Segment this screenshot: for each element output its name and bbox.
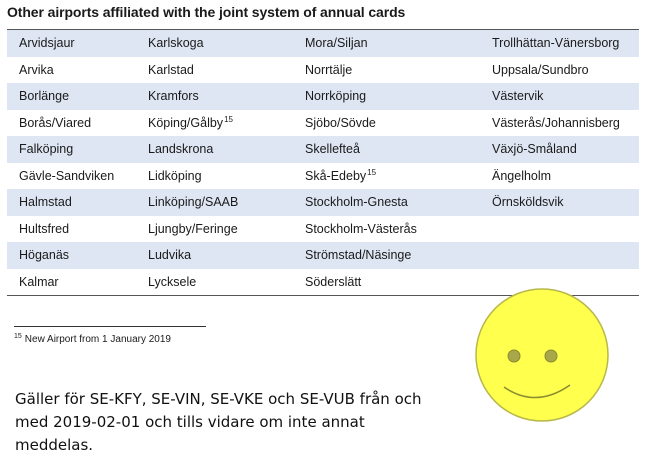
airport-name: Strömstad/Näsinge (305, 248, 411, 262)
table-row: Falköping Landskrona Skellefteå Växjö-Småla… (7, 136, 639, 163)
airport-name: Norrtälje (305, 63, 352, 77)
table-cell: Linköping/SAAB (148, 189, 238, 216)
airport-name: Höganäs (19, 248, 69, 262)
table-cell: Mora/Siljan (305, 30, 368, 57)
table-cell: Örnsköldsvik (492, 189, 564, 216)
table-cell: Hultsfred (19, 216, 69, 243)
airport-name: Ludvika (148, 248, 191, 262)
table-cell: Karlstad (148, 57, 194, 84)
table-cell: Norrköping (305, 83, 366, 110)
smiley-face-circle (476, 289, 608, 421)
airport-name: Kalmar (19, 275, 59, 289)
table-cell: Köping/Gålby15 (148, 110, 233, 137)
airport-name: Stockholm-Västerås (305, 222, 417, 236)
airport-name: Köping/Gålby (148, 116, 223, 130)
airport-name: Uppsala/Sundbro (492, 63, 589, 77)
airport-name: Borlänge (19, 89, 69, 103)
airport-name: Örnsköldsvik (492, 195, 564, 209)
table-cell: Stockholm-Gnesta (305, 189, 408, 216)
table-cell: Sjöbo/Sövde (305, 110, 376, 137)
airport-name: Sjöbo/Sövde (305, 116, 376, 130)
airport-name: Växjö-Småland (492, 142, 577, 156)
airport-name: Lycksele (148, 275, 196, 289)
table-row: Borås/Viared Köping/Gålby15 Sjöbo/Sövde Väs… (7, 110, 639, 137)
footnote: 15 New Airport from 1 January 2019 (14, 334, 171, 345)
smiley-left-eye (508, 350, 520, 362)
footnote-number: 15 (14, 333, 22, 340)
airport-name: Stockholm-Gnesta (305, 195, 408, 209)
table-cell: Västervik (492, 83, 543, 110)
airport-name: Mora/Siljan (305, 36, 368, 50)
airport-name: Skå-Edeby (305, 169, 366, 183)
table-cell: Höganäs (19, 242, 69, 269)
table-cell: Kalmar (19, 269, 59, 296)
table-cell: Växjö-Småland (492, 136, 577, 163)
table-row: Arvidsjaur Karlskoga Mora/Siljan Trollhätta… (7, 30, 639, 57)
airport-name: Trollhättan-Vänersborg (492, 36, 619, 50)
airport-name: Arvidsjaur (19, 36, 75, 50)
table-cell: Strömstad/Näsinge (305, 242, 411, 269)
table-cell: Västerås/Johannisberg (492, 110, 620, 137)
airport-name: Arvika (19, 63, 54, 77)
airport-name: Falköping (19, 142, 73, 156)
airport-name: Ängelholm (492, 169, 551, 183)
table-cell: Ljungby/Feringe (148, 216, 238, 243)
airport-name: Gävle-Sandviken (19, 169, 114, 183)
airport-table: Arvidsjaur Karlskoga Mora/Siljan Trollhätta… (7, 29, 639, 296)
table-cell: Ängelholm (492, 163, 551, 190)
table-cell: Uppsala/Sundbro (492, 57, 589, 84)
table-cell: Falköping (19, 136, 73, 163)
footnote-text: New Airport from 1 January 2019 (25, 334, 171, 345)
table-cell: Arvika (19, 57, 54, 84)
table-cell: Skå-Edeby15 (305, 163, 376, 190)
table-cell: Stockholm-Västerås (305, 216, 417, 243)
table-cell: Kramfors (148, 83, 199, 110)
airport-name: Västerås/Johannisberg (492, 116, 620, 130)
airport-name: Landskrona (148, 142, 213, 156)
table-row: Höganäs Ludvika Strömstad/Näsinge (7, 242, 639, 269)
airport-name: Borås/Viared (19, 116, 91, 130)
airport-name: Halmstad (19, 195, 72, 209)
airport-name: Västervik (492, 89, 543, 103)
table-cell: Halmstad (19, 189, 72, 216)
table-cell: Landskrona (148, 136, 213, 163)
airport-name: Hultsfred (19, 222, 69, 236)
airport-name: Söderslätt (305, 275, 361, 289)
table-cell: Gävle-Sandviken (19, 163, 114, 190)
airport-name: Ljungby/Feringe (148, 222, 238, 236)
airport-name: Lidköping (148, 169, 202, 183)
validity-notice: Gäller för SE-KFY, SE-VIN, SE-VKE och SE… (15, 388, 445, 457)
footnote-reference: 15 (367, 168, 376, 177)
table-cell: Lidköping (148, 163, 202, 190)
airport-name: Kramfors (148, 89, 199, 103)
table-row: Borlänge Kramfors Norrköping Västervik (7, 83, 639, 110)
table-cell: Karlskoga (148, 30, 204, 57)
table-cell: Norrtälje (305, 57, 352, 84)
smiley-right-eye (545, 350, 557, 362)
table-cell: Arvidsjaur (19, 30, 75, 57)
airport-name: Skellefteå (305, 142, 360, 156)
airport-name: Linköping/SAAB (148, 195, 238, 209)
table-cell: Ludvika (148, 242, 191, 269)
table-row: Arvika Karlstad Norrtälje Uppsala/Sundbro (7, 57, 639, 84)
table-cell: Lycksele (148, 269, 196, 296)
footnote-reference: 15 (224, 115, 233, 124)
airport-name: Karlstad (148, 63, 194, 77)
table-cell: Söderslätt (305, 269, 361, 296)
table-cell: Borlänge (19, 83, 69, 110)
table-row: Hultsfred Ljungby/Feringe Stockholm-Väster… (7, 216, 639, 243)
table-row: Gävle-Sandviken Lidköping Skå-Edeby15 Ängel… (7, 163, 639, 190)
airport-name: Norrköping (305, 89, 366, 103)
table-cell: Borås/Viared (19, 110, 91, 137)
table-cell: Skellefteå (305, 136, 360, 163)
smiley-face-icon (474, 287, 610, 423)
table-row: Halmstad Linköping/SAAB Stockholm-Gnesta Ör… (7, 189, 639, 216)
footnote-divider (14, 326, 206, 327)
page-heading: Other airports affiliated with the joint… (7, 4, 405, 20)
table-cell: Trollhättan-Vänersborg (492, 30, 619, 57)
airport-name: Karlskoga (148, 36, 204, 50)
